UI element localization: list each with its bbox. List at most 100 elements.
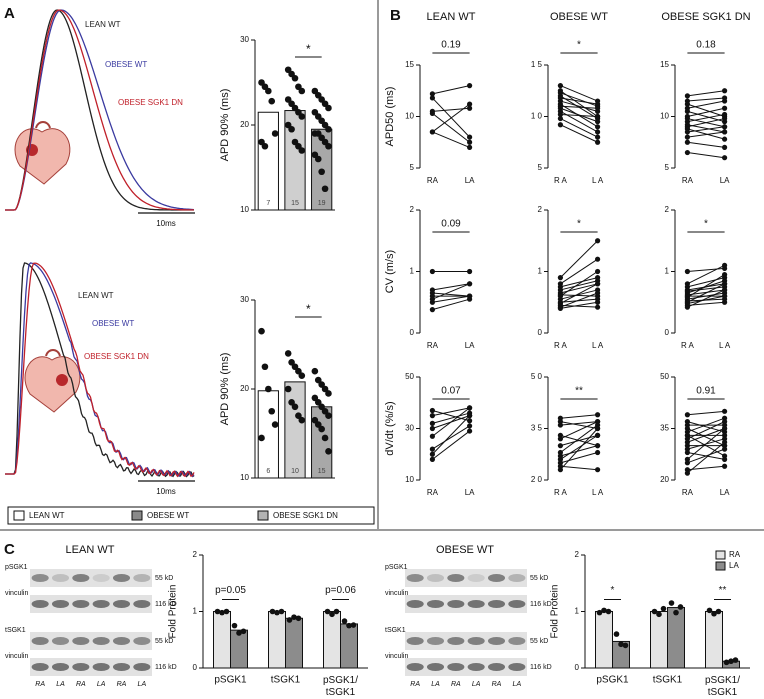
pair-line <box>560 421 598 440</box>
panel-label: A <box>4 5 15 22</box>
y-tick-label: 2 <box>538 205 543 214</box>
significance-label: * <box>306 302 311 316</box>
blot-band <box>447 663 465 671</box>
pair-line <box>687 107 725 117</box>
x-tick-label: LA <box>465 176 475 185</box>
y-tick-label: 1 <box>665 267 670 276</box>
y-tick-label: 3 5 <box>531 424 543 433</box>
data-point <box>268 97 276 105</box>
data-point <box>684 108 691 114</box>
p-value-label: 0.07 <box>441 386 461 397</box>
data-point <box>722 456 728 462</box>
data-point <box>684 460 691 466</box>
data-point <box>595 238 601 244</box>
data-point <box>722 124 728 130</box>
data-point <box>429 425 435 432</box>
pair-line <box>432 412 470 424</box>
pair-line <box>687 465 725 471</box>
pair-line <box>560 280 598 291</box>
data-point <box>341 618 348 624</box>
y-tick-label: 0 <box>410 328 415 337</box>
data-point <box>288 399 295 406</box>
blot-band <box>112 663 131 671</box>
blot-strip <box>30 632 152 650</box>
pair-line <box>687 280 725 294</box>
blot-band <box>467 574 485 582</box>
legend-label: OBESE WT <box>147 511 189 520</box>
data-point <box>284 350 292 357</box>
data-point <box>429 110 435 117</box>
x-tick-label: LA <box>465 488 475 497</box>
data-point <box>429 433 435 439</box>
pair-line <box>560 240 598 279</box>
y-tick-label: 5 <box>665 163 670 172</box>
bar <box>257 111 279 211</box>
data-point <box>684 268 691 275</box>
data-point <box>557 83 564 89</box>
data-point <box>732 657 739 663</box>
pair-line <box>560 445 598 457</box>
pair-line <box>560 428 598 471</box>
pair-line <box>432 425 470 450</box>
blot-size-label: 55 kD <box>155 575 173 582</box>
data-point <box>722 262 728 268</box>
y-tick-label: 2 <box>665 205 670 214</box>
y-tick-label: 10 <box>405 112 414 121</box>
data-point <box>429 451 435 457</box>
data-point <box>684 134 691 140</box>
blot-band <box>487 600 506 608</box>
data-point <box>684 101 691 107</box>
pair-line <box>687 441 725 474</box>
data-point <box>429 446 435 452</box>
blot-row-label: vinculin <box>5 653 28 660</box>
blot-band <box>406 600 424 608</box>
significance-label: p=0.06 <box>325 585 356 596</box>
data-point <box>722 287 728 293</box>
x-tick-label: R A <box>554 488 568 497</box>
pair-line <box>687 128 725 140</box>
pair-line <box>560 452 598 464</box>
data-point <box>321 407 329 415</box>
bar <box>284 381 306 479</box>
blot-size-label: 116 kD <box>530 601 552 608</box>
data-point <box>557 275 564 281</box>
blot-band <box>406 574 424 582</box>
blot-band <box>51 663 70 671</box>
data-point <box>333 608 340 615</box>
column-title: OBESE WT <box>550 11 608 23</box>
pair-line <box>560 421 598 426</box>
data-point <box>295 367 302 375</box>
y-tick-label: 5 0 <box>531 372 543 381</box>
blot-strip <box>30 658 152 676</box>
data-point <box>467 281 473 287</box>
data-point <box>715 608 722 615</box>
lane-label: LA <box>431 681 440 688</box>
y-tick-label: 20 <box>660 475 669 484</box>
blot-band <box>51 637 70 645</box>
pair-line <box>687 417 725 433</box>
data-point <box>467 83 473 89</box>
blot-band <box>426 574 445 582</box>
pair-line <box>687 283 725 303</box>
blot-size-label: 116 kD <box>155 601 177 608</box>
y-tick-label: 20 <box>240 120 249 129</box>
data-point <box>595 134 601 140</box>
x-tick-label: R A <box>554 176 568 185</box>
data-point <box>265 385 272 393</box>
data-point <box>298 147 306 154</box>
x-tick-label: pSGK1/tSGK1 <box>705 675 740 698</box>
data-point <box>684 304 691 310</box>
pair-line <box>560 298 598 303</box>
y-tick-label: 2 <box>575 550 580 559</box>
data-point <box>214 608 221 615</box>
bar <box>340 623 358 669</box>
y-tick-label: 10 <box>240 473 249 482</box>
pair-line <box>560 271 598 297</box>
data-point <box>722 98 728 104</box>
data-point <box>286 617 293 623</box>
data-point <box>325 142 332 150</box>
data-point <box>722 419 728 425</box>
pair-line <box>560 113 598 117</box>
blot-band <box>72 574 90 582</box>
